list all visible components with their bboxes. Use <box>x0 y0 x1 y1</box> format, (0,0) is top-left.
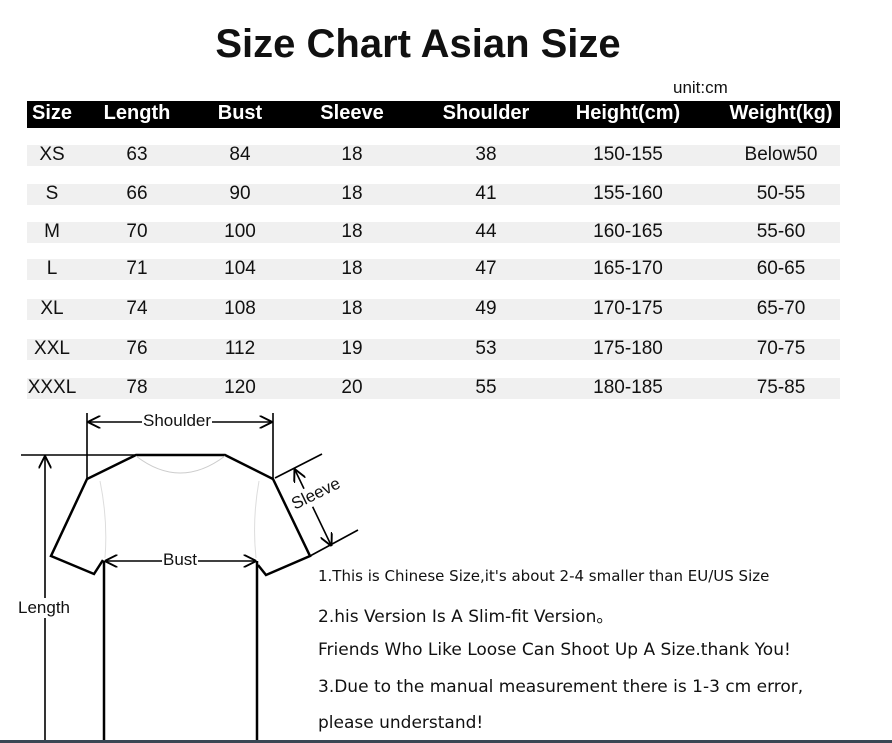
table-cell: 55-60 <box>756 221 806 242</box>
shoulder-label: Shoulder <box>142 411 213 431</box>
page-title: Size Chart Asian Size <box>215 22 621 66</box>
note-2: 2.his Version Is A Slim-fit Version。 <box>318 607 614 627</box>
column-header: Height(cm) <box>575 102 681 124</box>
tshirt-outline <box>49 453 312 577</box>
table-cell: 44 <box>475 221 497 242</box>
table-row <box>27 222 840 243</box>
column-header: Shoulder <box>442 102 530 124</box>
table-cell: 18 <box>341 298 363 319</box>
table-cell: 160-165 <box>593 221 663 242</box>
table-row <box>27 299 840 320</box>
table-cell: 180-185 <box>593 377 663 398</box>
table-cell: 155-160 <box>593 183 663 204</box>
note-1: 1.This is Chinese Size,it's about 2-4 sm… <box>318 567 770 585</box>
table-cell: 70 <box>126 221 148 242</box>
table-cell: 18 <box>341 258 363 279</box>
table-cell: XS <box>39 144 65 165</box>
table-cell: 170-175 <box>593 298 663 319</box>
table-cell: 112 <box>224 338 256 359</box>
table-cell: 20 <box>341 377 363 398</box>
column-header: Bust <box>217 102 263 124</box>
table-cell: 18 <box>341 183 363 204</box>
note-4: 3.Due to the manual measurement there is… <box>318 677 804 697</box>
table-cell: XXXL <box>27 377 77 398</box>
table-cell: 41 <box>475 183 497 204</box>
table-row <box>27 145 840 166</box>
table-cell: 53 <box>475 338 497 359</box>
table-header <box>27 101 840 128</box>
table-cell: 49 <box>475 298 497 319</box>
length-label: Length <box>17 598 71 618</box>
column-header: Length <box>103 102 171 124</box>
table-cell: XXL <box>34 338 70 359</box>
table-cell: 84 <box>229 144 251 165</box>
table-cell: 55 <box>475 377 497 398</box>
table-cell: 18 <box>341 144 363 165</box>
table-cell: 100 <box>224 221 256 242</box>
table-cell: 47 <box>475 258 497 279</box>
table-cell: 71 <box>126 258 148 279</box>
table-row <box>27 339 840 360</box>
table-cell: 38 <box>475 144 497 165</box>
table-cell: 165-170 <box>593 258 663 279</box>
table-cell: 90 <box>229 183 251 204</box>
table-cell: 74 <box>126 298 148 319</box>
table-cell: M <box>44 221 60 242</box>
table-cell: 75-85 <box>756 377 806 398</box>
table-cell: 70-75 <box>756 338 806 359</box>
table-cell: 108 <box>224 298 256 319</box>
column-header: Weight(kg) <box>729 102 833 124</box>
bottom-bar <box>0 740 892 743</box>
table-cell: 76 <box>126 338 148 359</box>
table-cell: 50-55 <box>756 183 806 204</box>
table-cell: 150-155 <box>593 144 663 165</box>
table-cell: XL <box>40 298 64 319</box>
table-cell: L <box>46 258 58 279</box>
table-cell: Below50 <box>744 144 818 165</box>
table-row <box>27 259 840 280</box>
table-cell: 120 <box>224 377 256 398</box>
table-cell: 19 <box>341 338 363 359</box>
table-cell: 78 <box>126 377 148 398</box>
table-row <box>27 378 840 399</box>
table-cell: 63 <box>126 144 148 165</box>
note-5: please understand! <box>318 713 484 733</box>
table-cell: S <box>45 183 59 204</box>
table-cell: 60-65 <box>756 258 806 279</box>
bust-label: Bust <box>162 550 199 570</box>
table-cell: 18 <box>341 221 363 242</box>
table-cell: 65-70 <box>756 298 806 319</box>
column-header: Sleeve <box>320 102 384 124</box>
unit-label: unit:cm <box>673 78 728 97</box>
table-cell: 104 <box>224 258 256 279</box>
table-cell: 175-180 <box>593 338 663 359</box>
column-header: Size <box>31 102 73 124</box>
note-3: Friends Who Like Loose Can Shoot Up A Si… <box>318 640 791 660</box>
table-cell: 66 <box>126 183 148 204</box>
table-row <box>27 184 840 205</box>
